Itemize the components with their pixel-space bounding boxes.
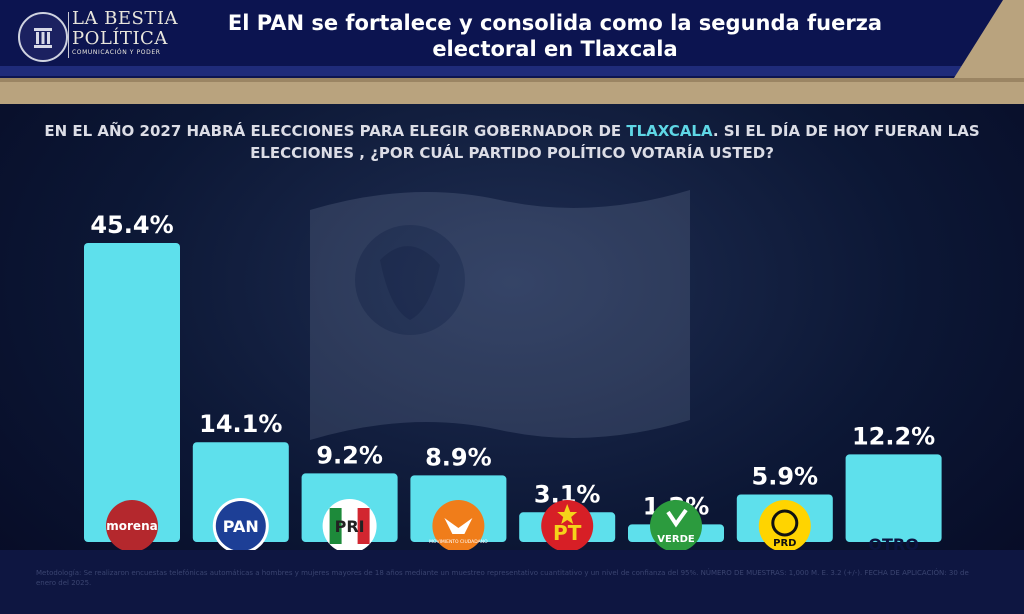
pri-logo-green xyxy=(329,508,342,544)
brand-logo-icon xyxy=(18,12,68,62)
morena-logo xyxy=(106,500,158,552)
party-label: MOVIMIENTO CIUDADANO xyxy=(429,539,488,545)
value-label: 14.1% xyxy=(199,410,282,438)
star-icon xyxy=(557,504,578,524)
prd-logo xyxy=(758,500,811,552)
tan-band xyxy=(0,78,1024,104)
value-label: 9.2% xyxy=(316,441,383,469)
eagle-icon xyxy=(444,518,473,534)
brand-line1: LA BESTIA xyxy=(72,8,178,29)
bar-otro xyxy=(845,454,942,542)
header-stripe xyxy=(0,66,1024,76)
party-label: OTRO xyxy=(868,535,918,554)
background-flag-image xyxy=(310,190,690,440)
logo-divider xyxy=(68,12,69,58)
survey-question: EN EL AÑO 2027 HABRÁ ELECCIONES PARA ELE… xyxy=(20,120,1004,164)
question-highlight: TLAXCALA xyxy=(626,122,713,140)
toucan-icon xyxy=(666,508,688,528)
bar-morena xyxy=(84,243,180,542)
value-label: 12.2% xyxy=(852,422,935,450)
value-label: 45.4% xyxy=(90,211,173,239)
header-bar xyxy=(0,0,1024,78)
movimiento-ciudadano-logo xyxy=(432,500,485,552)
question-text-part1: EN EL AÑO 2027 HABRÁ ELECCIONES PARA ELE… xyxy=(44,122,627,140)
pan-logo-ring xyxy=(215,501,266,551)
question-text-part2: . SI EL DÍA DE HOY FUERAN LAS ELECCIONES… xyxy=(250,122,980,162)
party-label: PRI xyxy=(335,517,365,536)
brand-tagline: COMUNICACIÓN Y PODER xyxy=(72,49,161,56)
party-label: PAN xyxy=(223,517,259,536)
methodology-footnote: Metodología: Se realizaron encuestas tel… xyxy=(36,569,969,587)
pt-logo xyxy=(541,500,594,552)
tan-band-shade xyxy=(0,78,1024,82)
column-crest-icon xyxy=(34,28,52,48)
party-label: PT xyxy=(553,521,582,545)
party-label: VERDE xyxy=(657,534,695,545)
party-label: morena xyxy=(106,519,157,533)
value-label: 8.9% xyxy=(425,443,492,471)
sun-icon xyxy=(771,509,799,537)
party-label: PRD xyxy=(773,538,796,549)
value-label: 5.9% xyxy=(752,462,819,490)
headline: El PAN se fortalece y consolida como la … xyxy=(227,11,883,61)
pri-logo-red xyxy=(357,508,370,544)
brand-wordmark: LA BESTIA POLÍTICA COMUNICACIÓN Y PODER xyxy=(72,10,178,56)
brand-line2: POLÍTICA xyxy=(72,28,168,49)
footer-band xyxy=(0,550,1024,614)
